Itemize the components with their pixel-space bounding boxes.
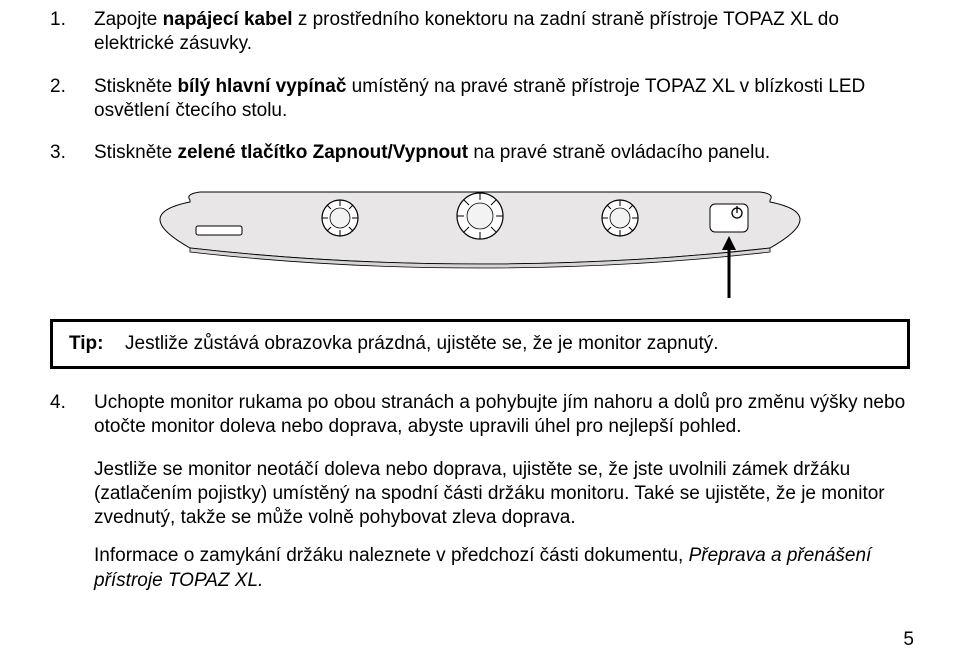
power-button (710, 204, 748, 232)
step-1-text: Zapojte napájecí kabel z prostředního ko… (94, 8, 910, 57)
paragraph-monitor-lock: Jestliže se monitor neotáčí doleva nebo … (94, 458, 910, 531)
step-2-bold: bílý hlavní vypínač (177, 76, 346, 97)
page-number: 5 (903, 629, 914, 651)
step-2-text: Stiskněte bílý hlavní vypínač umístěný n… (94, 75, 910, 124)
step-3-bold: zelené tlačítko Zapnout/Vypnout (177, 142, 468, 163)
tip-label: Tip: (69, 332, 125, 356)
control-panel-diagram (50, 186, 910, 301)
tip-text: Jestliže zůstává obrazovka prázdná, ujis… (125, 332, 891, 356)
step-4: 4. Uchopte monitor rukama po obou straná… (50, 391, 910, 440)
step-4-text: Uchopte monitor rukama po obou stranách … (94, 391, 910, 440)
step-3-pre: Stiskněte (94, 142, 177, 163)
step-4-number: 4. (50, 391, 94, 440)
step-3-post: na pravé straně ovládacího panelu. (468, 142, 770, 163)
control-panel-svg (130, 186, 830, 301)
knob-2-center (457, 193, 503, 239)
step-3-text: Stiskněte zelené tlačítko Zapnout/Vypnou… (94, 141, 910, 165)
tip-box: Tip: Jestliže zůstává obrazovka prázdná,… (50, 319, 910, 369)
knob-1 (322, 200, 358, 236)
step-1: 1. Zapojte napájecí kabel z prostředního… (50, 8, 910, 57)
step-2-number: 2. (50, 75, 94, 124)
knob-3 (602, 200, 638, 236)
paragraph-reference-pre: Informace o zamykání držáku naleznete v … (94, 545, 689, 566)
step-2-pre: Stiskněte (94, 76, 177, 97)
step-2: 2. Stiskněte bílý hlavní vypínač umístěn… (50, 75, 910, 124)
panel-slot (196, 226, 242, 235)
step-3: 3. Stiskněte zelené tlačítko Zapnout/Vyp… (50, 141, 910, 165)
paragraph-reference: Informace o zamykání držáku naleznete v … (94, 544, 910, 593)
step-1-number: 1. (50, 8, 94, 57)
step-1-bold: napájecí kabel (163, 9, 293, 30)
step-1-pre: Zapojte (94, 9, 163, 30)
step-3-number: 3. (50, 141, 94, 165)
